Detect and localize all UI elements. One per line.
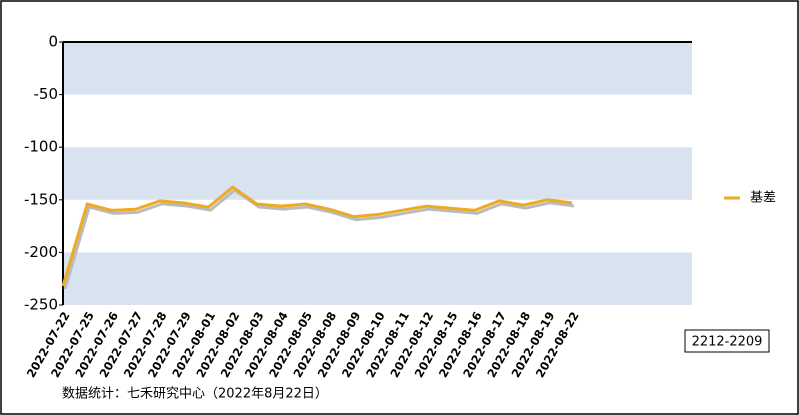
y-tick-label: -100 [24,138,58,156]
plot-area: 0-50-100-150-200-2502022-07-222022-07-25… [24,33,776,380]
band [63,147,692,200]
source: 数据统计：七禾研究中心（2022年8月22日） [62,387,328,402]
band [63,42,692,95]
band [63,252,692,305]
y-tick-label: -50 [34,85,59,103]
y-tick-label: -250 [24,296,58,314]
line-shadow [63,188,575,290]
y-tick-label: -200 [24,243,58,261]
annotation: 2212-2209 [692,335,763,350]
annotation-box [684,329,770,353]
series-line [61,185,573,287]
y-tick-label: -150 [24,190,58,208]
legend-label: 基差 [750,191,776,206]
y-tick-label: 0 [48,33,58,51]
